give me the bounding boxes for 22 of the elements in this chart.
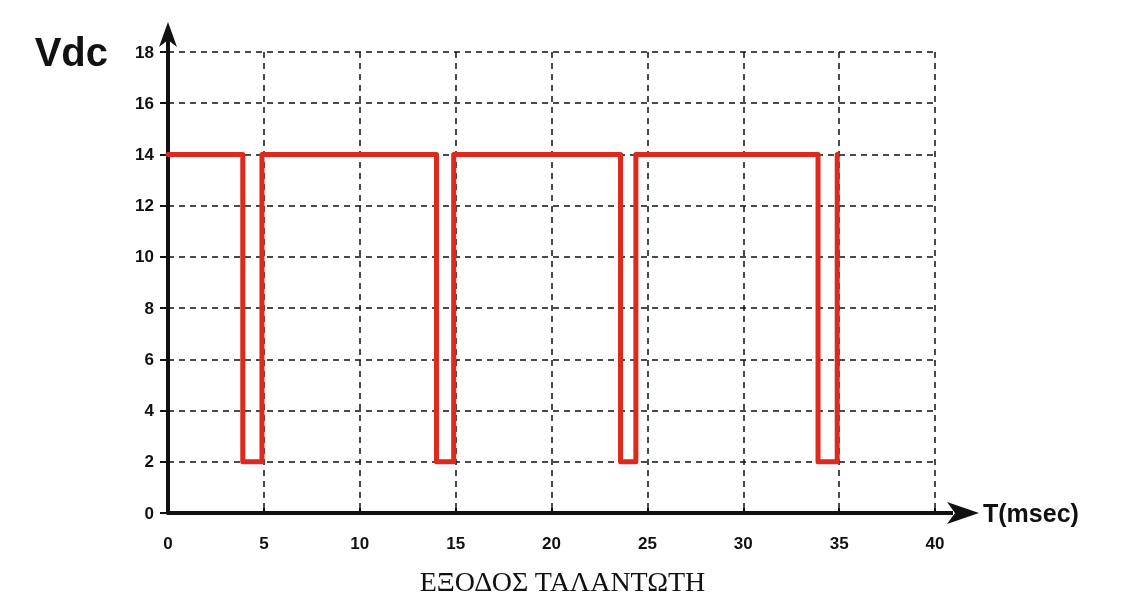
x-tick-label: 20 xyxy=(542,534,561,553)
text: ΕΞΟΔΟΣ ΤΑΛΑΝΤΩΤΗ xyxy=(418,566,707,598)
y-tick-label: 2 xyxy=(144,452,154,472)
x-tick-label: 5 xyxy=(259,534,269,553)
x-axis-title: T(msec) xyxy=(983,499,1079,527)
y-axis-title: Vdc xyxy=(34,30,108,74)
x-tick-label: 40 xyxy=(925,534,945,553)
x-tick-label: 0 xyxy=(163,534,173,553)
x-tick-label: 10 xyxy=(350,534,370,553)
y-tick-label: 0 xyxy=(144,503,154,523)
y-tick-label: 12 xyxy=(135,196,154,216)
y-tick-label: 14 xyxy=(135,144,155,164)
x-tick-label: 30 xyxy=(733,534,753,553)
x-tick-label: 35 xyxy=(829,534,849,553)
y-tick-label: 8 xyxy=(144,298,154,318)
x-tick-label: 25 xyxy=(637,534,657,553)
x-tick-label: 15 xyxy=(446,534,466,553)
y-tick-label: 6 xyxy=(144,349,154,369)
y-tick-label: 4 xyxy=(144,401,155,421)
y-tick-label: 18 xyxy=(135,42,154,62)
y-tick-label: 10 xyxy=(135,247,154,267)
y-tick-label: 16 xyxy=(135,93,154,113)
